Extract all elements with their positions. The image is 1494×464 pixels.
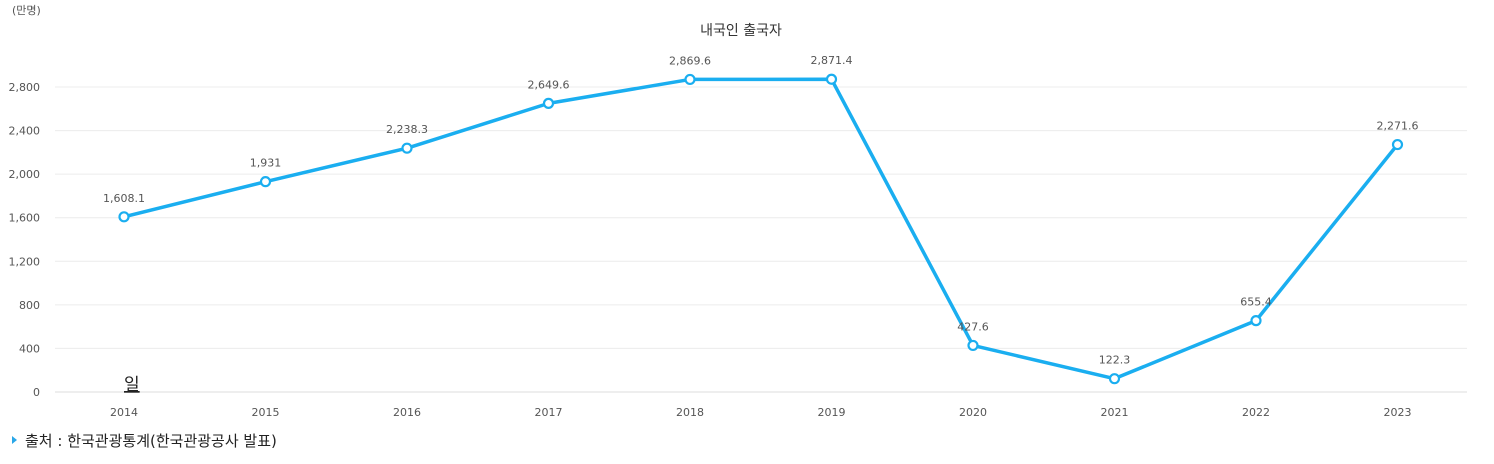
gridlines — [55, 86, 1467, 393]
x-tick-label: 2014 — [110, 406, 138, 419]
data-label: 655.4 — [1240, 296, 1272, 309]
y-tick-label: 400 — [19, 342, 40, 355]
data-points — [118, 73, 1404, 385]
data-point[interactable] — [684, 73, 696, 86]
data-labels: 1,608.1 1,931 2,238.3 2,649.6 2,869.6 2,871.4… — [103, 54, 1419, 366]
x-tick-label: 2017 — [535, 406, 563, 419]
source-note: 출처 : 한국관광통계(한국관광공사 발표) — [12, 430, 277, 451]
data-point[interactable] — [401, 142, 413, 154]
data-point[interactable] — [967, 339, 979, 352]
y-tick-label: 2,800 — [9, 81, 41, 94]
chart-title: 내국인 출국자 — [700, 23, 782, 39]
data-point[interactable] — [1391, 138, 1404, 151]
x-tick-label: 2016 — [393, 406, 421, 419]
series-line — [122, 77, 1400, 381]
data-label: 2,871.4 — [811, 54, 853, 67]
data-point[interactable] — [1250, 315, 1262, 327]
y-tick-label: 1,600 — [9, 212, 41, 225]
y-axis-ticks: 0 400 800 1,200 1,600 2,000 2,400 2,800 — [9, 81, 41, 399]
data-point[interactable] — [259, 176, 272, 188]
data-label: 427.6 — [957, 320, 989, 333]
source-text: 출처 : 한국관광통계(한국관광공사 발표) — [25, 432, 277, 450]
bullet-icon — [12, 436, 17, 444]
data-label: 1,931 — [250, 157, 282, 170]
line-chart: (만명) 내국인 출국자 0 400 800 1,200 1,600 2,000 2,400… — [9, 4, 1467, 419]
data-label: 2,649.6 — [528, 78, 570, 91]
data-point[interactable] — [825, 73, 838, 85]
x-tick-label: 2020 — [959, 406, 987, 419]
data-label: 1,608.1 — [103, 192, 145, 205]
data-label: 2,238.3 — [386, 123, 428, 136]
y-tick-label: 2,400 — [9, 125, 41, 138]
data-label: 2,869.6 — [669, 54, 711, 67]
x-tick-label: 2021 — [1101, 406, 1129, 419]
x-tick-label: 2022 — [1242, 406, 1270, 419]
data-point[interactable] — [1108, 373, 1121, 385]
unit-label: (만명) — [12, 4, 41, 17]
data-point[interactable] — [542, 97, 555, 109]
x-tick-label: 2023 — [1384, 406, 1412, 419]
data-label: 2,271.6 — [1377, 120, 1419, 133]
data-label: 122.3 — [1099, 354, 1131, 367]
y-tick-label: 1,200 — [9, 255, 41, 268]
y-tick-label: 0 — [33, 386, 40, 399]
y-tick-label: 2,000 — [9, 168, 41, 181]
x-axis-ticks: 2014 2015 2016 2017 2018 2019 2020 2021 2022 2023 — [110, 406, 1412, 419]
x-tick-label: 2019 — [818, 406, 846, 419]
x-tick-label: 2018 — [676, 406, 704, 419]
data-point[interactable] — [118, 211, 130, 223]
y-tick-label: 800 — [19, 299, 40, 312]
stray-text: 일 — [124, 375, 140, 395]
x-tick-label: 2015 — [252, 406, 280, 419]
